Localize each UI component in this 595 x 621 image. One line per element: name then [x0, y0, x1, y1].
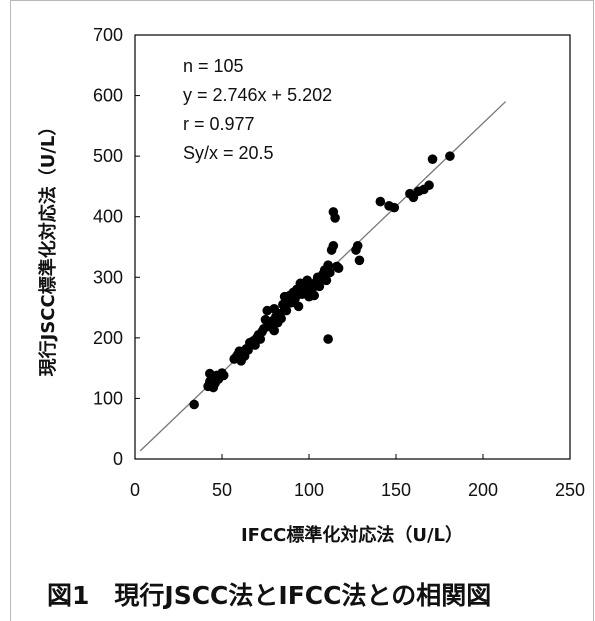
data-point — [281, 305, 292, 316]
x-tick-label: 250 — [555, 480, 585, 500]
stat-equation: y = 2.746x + 5.202 — [183, 85, 333, 105]
frame-edge-right — [593, 588, 594, 621]
y-axis-ticks: 0 100 200 300 400 500 600 700 — [93, 25, 140, 469]
x-tick-label: 150 — [381, 480, 411, 500]
figure-caption: 図1 現行JSCC法とIFCC法との相関図 — [47, 581, 492, 610]
x-tick-label: 0 — [130, 480, 140, 500]
data-point — [218, 370, 229, 381]
stat-r: r = 0.977 — [183, 114, 255, 134]
data-point — [255, 334, 266, 344]
data-point — [330, 213, 340, 223]
data-point — [290, 293, 300, 304]
data-point — [276, 313, 286, 324]
stat-syx: Sy/x = 20.5 — [183, 143, 274, 163]
stat-n: n = 105 — [183, 56, 244, 76]
y-tick-label: 0 — [113, 449, 123, 469]
data-point — [375, 196, 386, 207]
x-tick-label: 200 — [468, 480, 498, 500]
data-point — [323, 260, 333, 270]
data-point — [314, 281, 325, 292]
plot-area — [134, 34, 571, 460]
data-point — [293, 301, 304, 312]
data-point — [389, 202, 400, 213]
frame-edge-left — [10, 588, 11, 621]
y-tick-label: 100 — [93, 388, 123, 408]
data-point — [323, 334, 333, 344]
y-tick-label: 700 — [93, 25, 123, 45]
data-point — [424, 180, 434, 191]
regression-stats: n = 105 y = 2.746x + 5.202 r = 0.977 Sy/… — [183, 52, 332, 168]
data-points — [189, 151, 455, 410]
data-point — [445, 151, 455, 161]
data-point — [427, 154, 438, 164]
y-tick-label: 500 — [93, 146, 123, 166]
data-point — [352, 240, 363, 251]
data-point — [189, 399, 199, 410]
figure-frame — [10, 0, 594, 589]
data-point — [243, 345, 253, 355]
x-tick-label: 50 — [212, 480, 232, 500]
y-tick-label: 200 — [93, 328, 123, 348]
y-tick-label: 400 — [93, 207, 123, 227]
x-axis-label: IFCC標準化対応法（U/L） — [241, 524, 463, 546]
x-axis-ticks: 0 50 100 150 200 250 — [130, 454, 585, 500]
data-point — [309, 290, 320, 301]
data-point — [325, 267, 335, 278]
data-point — [328, 240, 339, 251]
y-tick-label: 300 — [93, 267, 123, 287]
data-point — [321, 275, 332, 286]
y-tick-label: 600 — [93, 86, 123, 106]
data-point — [333, 263, 344, 274]
x-tick-label: 100 — [294, 480, 324, 500]
data-point — [269, 325, 280, 336]
y-axis-label: 現行JSCC標準化対応法（U/L） — [37, 118, 59, 377]
data-point — [354, 255, 365, 266]
